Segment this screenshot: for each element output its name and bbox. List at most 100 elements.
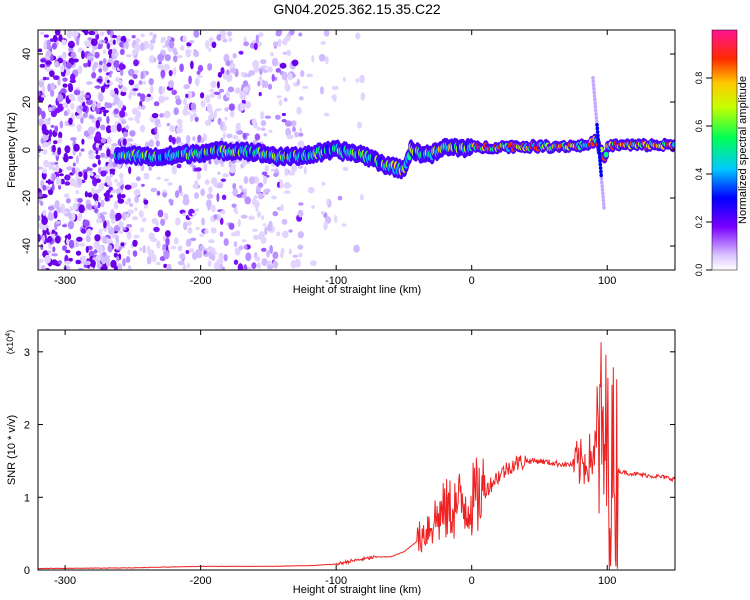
spectrogram-noise-cell <box>106 62 112 67</box>
spectrogram-noise-cell <box>126 138 134 142</box>
spectrogram-noise-cell <box>115 188 121 195</box>
spectrogram-noise-cell <box>148 78 154 86</box>
spectrogram-noise-cell <box>266 223 273 232</box>
spectrogram-noise-cell <box>282 230 289 239</box>
spectrogram-spike-cell <box>593 108 598 113</box>
spectrogram-spike-cell <box>597 155 602 160</box>
spectrogram-noise-cell <box>135 38 141 43</box>
spectrogram-noise-cell <box>40 243 44 251</box>
spectrogram-noise-cell <box>68 212 72 220</box>
spectrogram-noise-cell <box>77 198 83 203</box>
spectrogram-noise-cell <box>190 102 197 111</box>
spectrogram-noise-cell <box>341 223 347 227</box>
spectrogram-noise-cell <box>226 133 233 139</box>
spectrogram-noise-cell <box>38 153 41 158</box>
spectrogram-noise-cell <box>70 103 75 110</box>
spectrogram-noise-cell <box>150 237 158 243</box>
spectrogram-noise-cell <box>38 215 41 221</box>
spectrogram-noise-cell <box>228 103 235 111</box>
spectrogram-noise-cell <box>255 186 261 193</box>
spectrogram-spike-cell <box>599 176 604 181</box>
spectrogram-noise-cell <box>283 97 288 102</box>
spectrogram-noise-cell <box>91 187 95 195</box>
spectrogram-noise-cell <box>73 143 80 152</box>
spectrogram-noise-cell <box>179 63 184 72</box>
spectrogram-noise-cell <box>75 190 80 195</box>
spectrogram-noise-cell <box>279 180 283 189</box>
spectrogram-noise-cell <box>42 168 47 174</box>
spectrogram-spike-cell <box>592 94 597 98</box>
spectrogram-noise-cell <box>51 152 58 156</box>
spectrogram-noise-cell <box>56 220 61 225</box>
spectrogram-noise-cell <box>241 239 247 243</box>
spectrogram-noise-cell <box>272 260 279 269</box>
spectrogram-noise-cell <box>199 233 205 237</box>
spectrogram-noise-cell <box>243 41 250 47</box>
spectrogram-noise-cell <box>104 196 110 202</box>
spectrogram-noise-cell <box>46 50 52 58</box>
spectrogram-noise-cell <box>291 165 298 173</box>
spectrogram-noise-cell <box>217 71 222 78</box>
spectrogram-noise-cell <box>273 172 279 177</box>
spectrogram-noise-cell <box>243 264 248 270</box>
spectrogram-noise-cell <box>353 244 360 253</box>
spectrogram-noise-cell <box>165 237 170 247</box>
spectrogram-noise-cell <box>106 115 110 124</box>
spectrogram-noise-cell <box>355 32 361 40</box>
spectrogram-noise-cell <box>192 183 199 189</box>
spectrogram-noise-cell <box>197 64 204 73</box>
spectrogram-noise-cell <box>325 56 329 65</box>
spectrogram-spike-cell <box>594 112 598 116</box>
spectrogram-noise-cell <box>242 133 247 139</box>
spectrogram-noise-cell <box>110 259 117 268</box>
spectrogram-noise-cell <box>95 254 101 261</box>
colorbar-tick-label: 0.8 <box>694 72 704 85</box>
spectrogram-noise-cell <box>217 93 222 100</box>
spectrogram-noise-cell <box>217 171 221 175</box>
spectrogram-x-tick-label: -200 <box>190 275 212 287</box>
spectrogram-noise-cell <box>190 60 194 70</box>
spectrogram-noise-cell <box>252 228 258 232</box>
spectrogram-noise-cell <box>164 212 169 221</box>
spectrogram-noise-cell <box>54 161 59 165</box>
spectrogram-noise-cell <box>86 228 92 237</box>
spectrogram-noise-cell <box>207 245 213 252</box>
spectrogram-y-tick-label: 40 <box>21 48 33 60</box>
spectrogram-noise-cell <box>243 176 249 185</box>
spectrogram-noise-cell <box>224 116 228 121</box>
spectrogram-noise-cell <box>133 59 139 67</box>
spectrogram-noise-cell <box>209 93 216 98</box>
spectrogram-noise-cell <box>194 192 199 200</box>
spectrogram-noise-cell <box>271 73 275 82</box>
spectrogram-noise-cell <box>132 250 138 257</box>
spectrogram-x-tick-label: 0 <box>469 275 475 287</box>
spectrogram-noise-cell <box>90 38 98 46</box>
spectrogram-noise-cell <box>40 31 45 35</box>
spectrogram-noise-cell <box>98 183 105 192</box>
spectrogram-noise-cell <box>128 68 135 77</box>
spectrogram-noise-cell <box>179 253 186 260</box>
spectrogram-noise-cell <box>215 108 222 112</box>
spectrogram-noise-cell <box>71 167 76 175</box>
spectrogram-noise-cell <box>162 192 168 198</box>
spectrogram-spike-cell <box>598 162 603 167</box>
spectrogram-noise-cell <box>261 215 265 220</box>
spectrogram-noise-cell <box>60 203 65 212</box>
spectrogram-noise-cell <box>262 223 267 227</box>
spectrogram-noise-cell <box>266 250 270 258</box>
spectrogram-noise-cell <box>230 232 237 237</box>
spectrogram-noise-cell <box>177 55 183 59</box>
spectrogram-noise-cell <box>222 173 229 178</box>
spectrogram-noise-cell <box>76 124 82 132</box>
spectrogram-noise-cell <box>143 199 149 205</box>
spectrogram-noise-cell <box>128 117 134 121</box>
spectrogram-noise-cell <box>258 231 265 240</box>
spectrogram-noise-cell <box>171 165 177 175</box>
spectrogram-noise-cell <box>124 200 130 205</box>
spectrogram-noise-cell <box>177 260 185 266</box>
spectrogram-noise-cell <box>298 252 303 258</box>
spectrogram-noise-cell <box>151 112 159 119</box>
spectrogram-noise-cell <box>42 209 47 216</box>
spectrogram-noise-cell <box>46 46 52 50</box>
